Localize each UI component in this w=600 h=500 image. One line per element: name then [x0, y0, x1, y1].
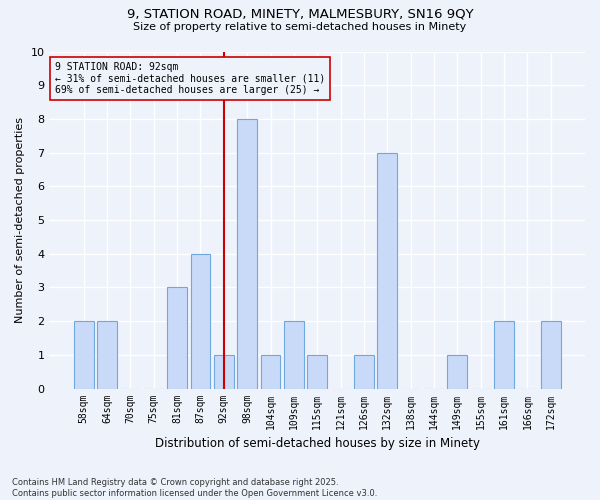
Bar — [260, 355, 280, 388]
Bar — [377, 152, 397, 388]
Bar — [97, 321, 117, 388]
Bar — [541, 321, 560, 388]
Bar — [191, 254, 211, 388]
Text: Size of property relative to semi-detached houses in Minety: Size of property relative to semi-detach… — [133, 22, 467, 32]
Bar — [74, 321, 94, 388]
Text: 9 STATION ROAD: 92sqm
← 31% of semi-detached houses are smaller (11)
69% of semi: 9 STATION ROAD: 92sqm ← 31% of semi-deta… — [55, 62, 325, 95]
Bar — [167, 288, 187, 388]
Bar — [237, 119, 257, 388]
Bar — [214, 355, 234, 388]
Bar — [307, 355, 327, 388]
Text: 9, STATION ROAD, MINETY, MALMESBURY, SN16 9QY: 9, STATION ROAD, MINETY, MALMESBURY, SN1… — [127, 8, 473, 20]
Bar — [284, 321, 304, 388]
Y-axis label: Number of semi-detached properties: Number of semi-detached properties — [15, 117, 25, 323]
Bar — [354, 355, 374, 388]
X-axis label: Distribution of semi-detached houses by size in Minety: Distribution of semi-detached houses by … — [155, 437, 480, 450]
Text: Contains HM Land Registry data © Crown copyright and database right 2025.
Contai: Contains HM Land Registry data © Crown c… — [12, 478, 377, 498]
Bar — [448, 355, 467, 388]
Bar — [494, 321, 514, 388]
